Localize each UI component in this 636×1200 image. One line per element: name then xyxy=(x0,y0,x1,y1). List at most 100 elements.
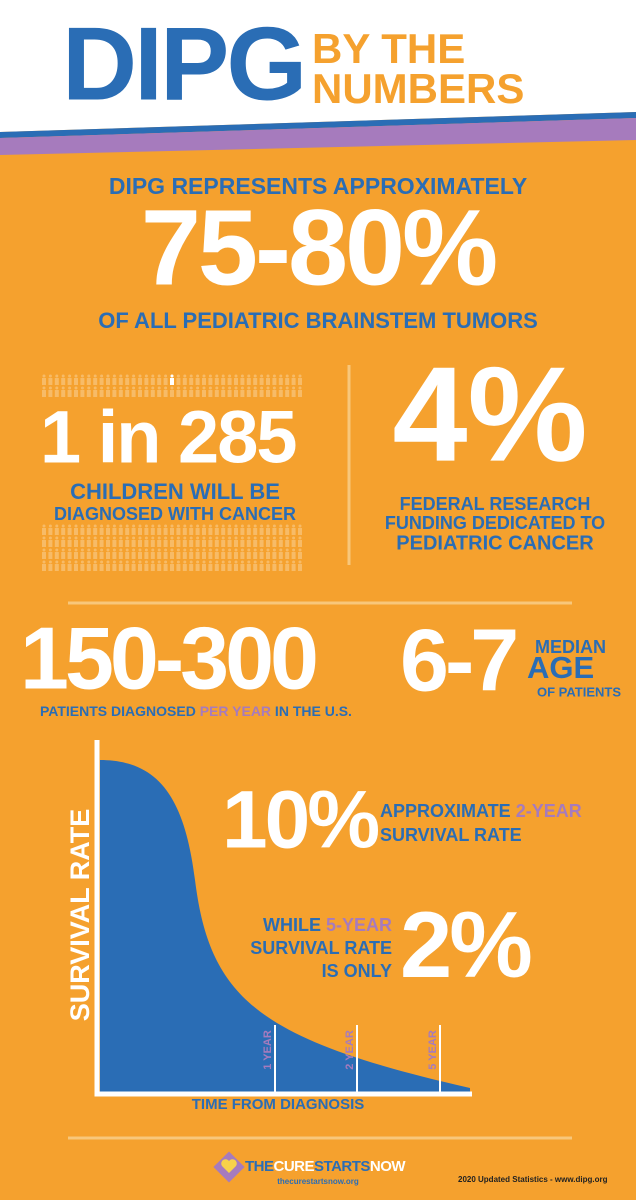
chart-axes xyxy=(94,740,472,1097)
person-icon xyxy=(42,374,46,385)
person-icon xyxy=(234,374,238,385)
person-icon xyxy=(291,536,296,547)
person-icon xyxy=(240,524,245,535)
person-icon xyxy=(163,536,168,547)
person-icon xyxy=(272,536,277,547)
person-icon xyxy=(112,374,117,385)
person-icon xyxy=(266,560,270,571)
logo-heart xyxy=(221,1159,237,1173)
person-icon xyxy=(291,386,296,397)
person-icon xyxy=(93,560,98,571)
person-icon xyxy=(74,560,78,571)
person-icon xyxy=(42,548,46,559)
person-icon xyxy=(246,374,251,385)
person-icon xyxy=(80,374,85,385)
person-icon xyxy=(106,524,110,535)
person-icon xyxy=(42,386,46,397)
person-icon xyxy=(67,386,72,397)
stat-value: 150-300 xyxy=(20,608,316,707)
person-icon xyxy=(189,524,194,535)
person-icon xyxy=(80,524,85,535)
caption-highlight: 5-YEAR xyxy=(326,915,392,935)
person-icon xyxy=(214,560,219,571)
person-icon xyxy=(246,386,251,397)
person-icon xyxy=(253,374,258,385)
source: 2020 Updated Statistics - www.dipg.org xyxy=(458,1175,608,1184)
person-icon xyxy=(93,374,98,385)
person-icon xyxy=(253,536,258,547)
person-icon xyxy=(106,386,110,397)
header-stripe-blue xyxy=(0,112,636,138)
person-icon xyxy=(278,548,283,559)
person-icon xyxy=(131,386,136,397)
person-icon xyxy=(80,560,85,571)
person-icon xyxy=(125,560,130,571)
person-icon xyxy=(240,386,245,397)
person-icon xyxy=(131,536,136,547)
person-icon xyxy=(227,548,232,559)
person-icon xyxy=(99,536,104,547)
person-icon xyxy=(138,548,142,559)
person-icon xyxy=(176,548,181,559)
person-icon xyxy=(86,560,91,571)
person-icon xyxy=(298,548,302,559)
stat-value: 1 in 285 xyxy=(40,396,296,479)
person-icon xyxy=(61,524,66,535)
person-icon xyxy=(246,536,251,547)
stat-caption: APPROXIMATE 2-YEAR xyxy=(380,801,582,821)
person-icon xyxy=(118,548,123,559)
caption-part: APPROXIMATE xyxy=(380,801,516,821)
person-icon xyxy=(131,374,136,385)
person-icon xyxy=(80,386,85,397)
person-icon xyxy=(67,536,72,547)
person-icon xyxy=(118,536,123,547)
person-icon xyxy=(86,536,91,547)
stat-value: 6-7 xyxy=(400,610,516,709)
person-icon xyxy=(150,386,155,397)
person-icon xyxy=(80,548,85,559)
person-icon xyxy=(106,374,110,385)
header-subtitle: NUMBERS xyxy=(312,65,524,112)
person-icon xyxy=(285,524,290,535)
person-icon xyxy=(67,524,72,535)
brand-part: CURE xyxy=(274,1158,315,1175)
stat-caption: PATIENTS DIAGNOSED PER YEAR IN THE U.S. xyxy=(40,703,352,719)
person-icon xyxy=(259,548,264,559)
person-icon xyxy=(54,560,59,571)
person-icon xyxy=(298,536,302,547)
stat-caption: PEDIATRIC CANCER xyxy=(396,532,594,554)
person-icon xyxy=(291,560,296,571)
person-icon xyxy=(157,560,162,571)
brand: THECURESTARTSNOW xyxy=(245,1158,406,1175)
person-icon xyxy=(42,560,46,571)
person-icon xyxy=(48,560,53,571)
person-icon xyxy=(182,374,187,385)
person-icon xyxy=(112,536,117,547)
person-icon xyxy=(272,374,277,385)
person-icon xyxy=(202,536,206,547)
brand-part: STARTS xyxy=(314,1158,370,1175)
person-icon xyxy=(99,524,104,535)
person-icon xyxy=(227,524,232,535)
header-title: DIPG xyxy=(62,6,304,122)
person-icon xyxy=(272,524,277,535)
person-icon xyxy=(42,536,46,547)
person-icon xyxy=(150,560,155,571)
person-icon xyxy=(61,536,66,547)
person-icon xyxy=(272,548,277,559)
person-icon xyxy=(150,536,155,547)
person-icon xyxy=(112,548,117,559)
person-icon xyxy=(291,524,296,535)
person-icon xyxy=(195,386,200,397)
stat-intro: DIPG REPRESENTS APPROXIMATELY xyxy=(109,173,527,199)
person-icon xyxy=(234,536,238,547)
person-icon xyxy=(189,386,194,397)
person-icon xyxy=(170,536,174,547)
person-icon xyxy=(80,536,85,547)
person-icon xyxy=(54,548,59,559)
person-icon xyxy=(227,536,232,547)
caption-part: PATIENTS DIAGNOSED xyxy=(40,703,200,719)
person-icon xyxy=(208,536,213,547)
person-icon xyxy=(202,548,206,559)
